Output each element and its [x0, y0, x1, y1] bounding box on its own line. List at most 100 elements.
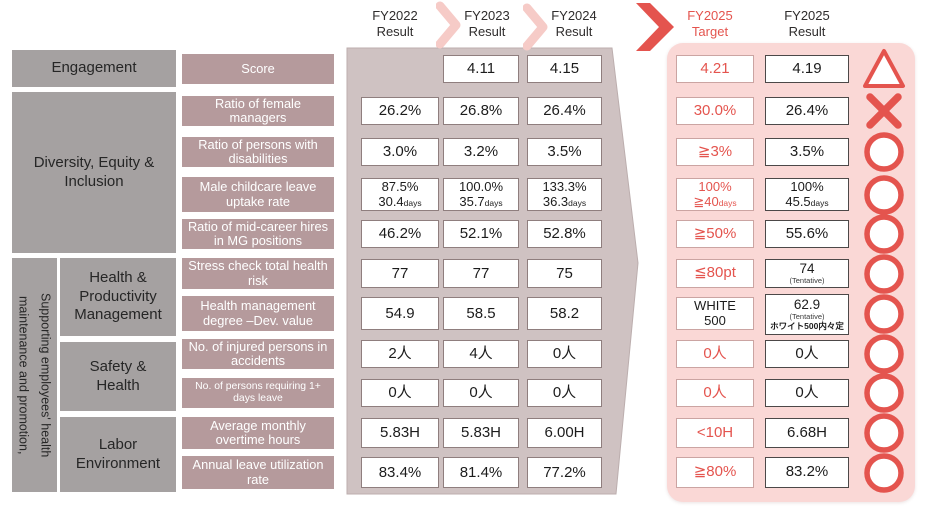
metric-label: Ratio of persons with disabilities	[182, 137, 334, 167]
header-line: FY2025	[687, 8, 733, 23]
cell-value-line: 4.19	[792, 59, 822, 77]
value-box-fy2024: 58.2	[527, 297, 602, 330]
result-box: 100% 45.5days	[765, 178, 849, 211]
target-box: ≧50%	[676, 220, 754, 248]
cell-value-line: 0人	[703, 383, 727, 401]
cell-value-line: ≧50%	[693, 224, 737, 242]
value-box-fy2022: 2人	[361, 340, 439, 368]
cell-value-line: 74	[799, 261, 815, 276]
metric-label: Male childcare leave uptake rate	[182, 177, 334, 212]
value-box-fy2024: 6.00H	[527, 418, 602, 448]
metric-label: Health management degree –Dev. value	[182, 296, 334, 331]
result-box: 6.68H	[765, 418, 849, 448]
metric-label: No. of injured persons in accidents	[182, 339, 334, 369]
cell-value-line: 45.5days	[785, 193, 829, 209]
value-box-fy2022: 0人	[361, 379, 439, 407]
header-line: Result	[468, 24, 506, 39]
cell-value-line: ホワイト500内々定	[770, 321, 844, 331]
cell-value-line: 26.2%	[378, 102, 422, 120]
cell-value-line: ≦80pt	[694, 264, 736, 282]
result-box: 55.6%	[765, 220, 849, 248]
cell-value-line: 100%	[790, 179, 824, 195]
metric-label: No. of persons requiring 1+ days leave	[182, 378, 334, 408]
cell-value-line: 3.5%	[547, 143, 582, 161]
cell-value-line: 58.5	[466, 304, 496, 322]
cell-value-line: 52.1%	[459, 225, 503, 243]
cell-value-line: 81.4%	[459, 463, 503, 481]
value-box-fy2023: 26.8%	[443, 97, 519, 125]
metric-label: Annual leave utilization rate	[182, 456, 334, 489]
cell-value-line: (Tentative)	[789, 312, 825, 321]
status-cross-icon	[862, 89, 906, 133]
cell-value-line: 77.2%	[543, 463, 586, 481]
cell-value-line: (Tentative)	[789, 276, 825, 285]
column-header-fy2024-result: FY2024 Result	[532, 8, 616, 40]
cell-value-line: 3.5%	[789, 142, 825, 160]
cell-value-line: 0人	[552, 384, 577, 402]
cell-value-line: 75	[556, 264, 573, 282]
target-box: <10H	[676, 418, 754, 448]
header-line: FY2024	[551, 8, 597, 23]
unit-label: days	[403, 197, 422, 208]
cell-value-line: 30.4days	[378, 193, 422, 209]
metric-label: Ratio of female managers	[182, 96, 334, 126]
cell-value-line: 4.21	[700, 59, 730, 77]
cell-value-line: 36.3days	[542, 193, 587, 209]
vertical-note-supporting-employees-health: Supporting employees' health maintenance…	[12, 258, 57, 492]
unit-label: days	[810, 197, 829, 208]
cell-value-line: 35.7days	[459, 193, 503, 209]
column-header-fy2025-result: FY2025 Result	[765, 8, 849, 40]
value-box-fy2024: 52.8%	[527, 220, 602, 248]
column-header-fy2022-result: FY2022 Result	[353, 8, 437, 40]
cell-value-line: 5.83H	[460, 424, 502, 442]
header-line: Result	[788, 24, 826, 39]
value-box-fy2022: 3.0%	[361, 138, 439, 166]
value-box-fy2023: 81.4%	[443, 457, 519, 488]
unit-label: days	[484, 197, 503, 208]
cell-value-line: ≧80%	[693, 463, 737, 481]
value-box-fy2023: 58.5	[443, 297, 519, 330]
value-box-fy2024: 26.4%	[527, 97, 602, 125]
header-line: FY2023	[464, 8, 510, 23]
result-box: 83.2%	[765, 457, 849, 488]
value-box-fy2023: 4.11	[443, 55, 519, 83]
category-box: Labor Environment	[60, 417, 176, 492]
cell-value-line: 100.0%	[458, 178, 504, 194]
cell-value-line: <10H	[696, 423, 734, 441]
target-box: ≧3%	[676, 138, 754, 166]
result-box: 26.4%	[765, 97, 849, 125]
cell-value-line: 0人	[795, 344, 819, 362]
value-box-fy2024: 75	[527, 259, 602, 288]
status-circle-icon	[862, 173, 906, 217]
value-box-fy2022: 77	[361, 259, 439, 288]
value-box-fy2024: 0人	[527, 340, 602, 368]
target-box: 0人	[676, 340, 754, 368]
value-box-fy2022: 54.9	[361, 297, 439, 330]
result-box: 4.19	[765, 55, 849, 83]
value-box-fy2022: 87.5% 30.4days	[361, 178, 439, 211]
cell-value-line: 55.6%	[785, 224, 829, 242]
cell-value-line: 6.00H	[544, 424, 585, 442]
value-box-fy2023: 0人	[443, 379, 519, 407]
metric-label: Average monthly overtime hours	[182, 417, 334, 449]
cell-value-line: 4.15	[549, 60, 580, 78]
target-box: 100% ≧40days	[676, 178, 754, 211]
result-box: 0人	[765, 340, 849, 368]
cell-value-line: 30.0%	[693, 101, 737, 119]
unit-label: days	[568, 197, 587, 208]
header-line: FY2025	[784, 8, 830, 23]
cell-value-line: 54.9	[385, 304, 415, 322]
value-box-fy2024: 133.3% 36.3days	[527, 178, 602, 211]
cell-value-line: ≧40days	[693, 193, 737, 209]
status-circle-icon	[862, 212, 906, 256]
target-box: WHITE 500	[676, 297, 754, 330]
value-box-fy2024: 0人	[527, 379, 602, 407]
cell-value-line: 5.83H	[379, 424, 421, 442]
status-circle-icon	[862, 451, 906, 495]
result-box: 0人	[765, 379, 849, 407]
value-box-fy2023: 4人	[443, 340, 519, 368]
target-box: ≦80pt	[676, 259, 754, 288]
result-box: 3.5%	[765, 138, 849, 166]
metric-label: Score	[182, 54, 334, 84]
